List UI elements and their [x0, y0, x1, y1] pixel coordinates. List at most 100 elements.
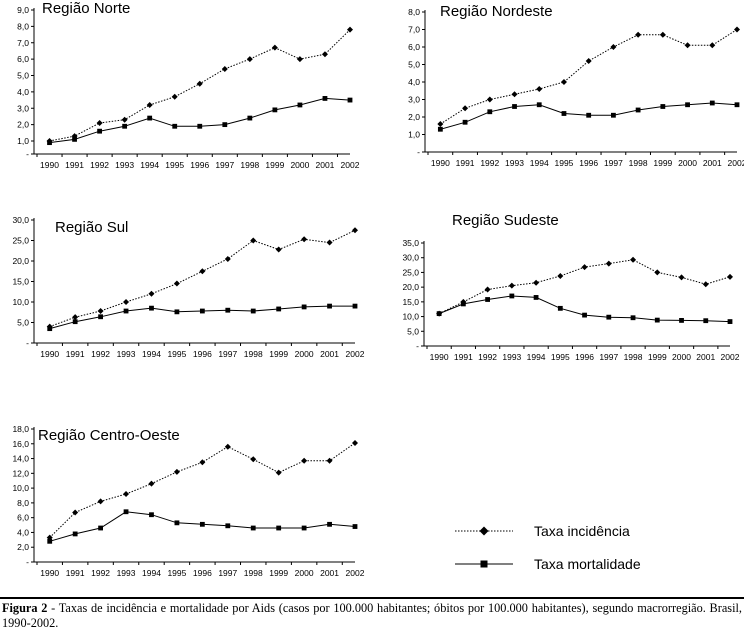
incidence-point	[250, 237, 257, 244]
mortality-point	[123, 509, 129, 515]
mortality-point	[172, 123, 178, 129]
x-tick-label: 1993	[117, 568, 136, 578]
incidence-point	[536, 86, 543, 92]
x-tick-label: 1992	[91, 349, 110, 359]
x-tick-label: 1994	[527, 352, 546, 362]
mortality-point	[509, 293, 515, 299]
mortality-point	[660, 104, 666, 109]
mortality-point	[630, 315, 636, 321]
x-tick-label: 1992	[90, 160, 109, 170]
mortality-point	[685, 102, 690, 108]
mortality-point	[174, 309, 180, 315]
chart-panel-4: Região Sudeste - 5,0 10,0 15,0 20,0 25,0 30,0 35…	[402, 212, 739, 362]
y-tick-label: 9,0	[17, 5, 29, 15]
mortality-line	[49, 97, 351, 144]
incidence-point	[557, 272, 564, 279]
chart-panel-3: Região Sul - 5,0 10,0 15,0 20,0 25,0 30,0 1990 19…	[12, 215, 364, 359]
incidence-point	[199, 268, 206, 275]
x-tick-label: 1993	[117, 349, 136, 359]
y-tick-label: 18,0	[12, 424, 29, 434]
mortality-point	[47, 538, 53, 544]
incidence-point	[224, 443, 231, 450]
x-tick-label: 1999	[648, 352, 667, 362]
incidence-point	[72, 314, 79, 321]
x-tick-label: 1994	[142, 568, 161, 578]
incidence-line	[440, 29, 738, 125]
x-tick-label: 1997	[604, 158, 623, 168]
incidence-point	[462, 105, 469, 112]
x-tick-label: 1995	[167, 349, 186, 359]
x-tick-label: 1996	[193, 568, 212, 578]
y-tick-label: 10,0	[12, 483, 29, 493]
y-tick-label: 15,0	[402, 297, 419, 307]
y-tick-label: 8,0	[408, 7, 420, 17]
mortality-point	[225, 523, 231, 529]
mortality-point	[199, 308, 205, 314]
x-tick-label: 2001	[703, 158, 722, 168]
mortality-point	[276, 306, 282, 312]
mortality-point	[122, 123, 128, 129]
x-tick-label: 1995	[167, 568, 186, 578]
y-tick-label: 12,0	[12, 468, 29, 478]
y-tick-label: 4,0	[408, 77, 420, 87]
chart-title: Região Centro-Oeste	[38, 427, 180, 444]
mortality-point	[250, 308, 256, 314]
incidence-point	[352, 227, 358, 234]
incidence-point	[437, 121, 444, 127]
y-tick-label: 4,0	[17, 527, 29, 537]
mortality-point	[462, 119, 468, 125]
x-tick-label: 1993	[505, 158, 524, 168]
x-tick-label: 1994	[140, 160, 159, 170]
x-tick-label: 1996	[579, 158, 598, 168]
y-tick-label: 6,0	[408, 42, 420, 52]
mortality-point	[436, 311, 442, 317]
incidence-point	[533, 279, 540, 286]
mortality-point	[147, 115, 153, 121]
y-tick-label: 20,0	[12, 256, 29, 266]
legend: Taxa incidência Taxa mortalidade	[455, 523, 641, 572]
incidence-point	[196, 80, 203, 87]
mortality-point	[635, 107, 641, 113]
legend-mortality-label: Taxa mortalidade	[534, 556, 641, 572]
mortality-point	[47, 140, 52, 146]
x-tick-label: 1996	[575, 352, 594, 362]
y-tick-label: -	[416, 341, 419, 351]
x-tick-label: 1992	[91, 568, 110, 578]
incidence-point	[123, 299, 130, 305]
incidence-point	[96, 119, 103, 126]
incidence-point	[275, 246, 282, 253]
y-tick-label: 5,0	[408, 60, 420, 70]
mortality-point	[352, 303, 358, 309]
incidence-point	[486, 96, 493, 103]
mortality-point	[222, 122, 228, 128]
y-tick-label: -	[26, 338, 29, 348]
y-tick-label: 2,0	[17, 120, 29, 130]
incidence-point	[321, 51, 328, 58]
x-tick-label: 1991	[456, 158, 475, 168]
mortality-point	[561, 111, 567, 116]
x-tick-label: 2001	[320, 349, 339, 359]
x-tick-label: 1997	[218, 568, 237, 578]
incidence-point	[635, 31, 642, 38]
x-tick-label: 1998	[240, 160, 259, 170]
y-tick-label: 15,0	[12, 277, 29, 287]
chart-title: Região Sul	[55, 219, 128, 236]
incidence-point	[585, 58, 592, 64]
x-tick-label: 1998	[244, 568, 263, 578]
mortality-point	[437, 126, 443, 132]
x-tick-label: 1991	[66, 349, 85, 359]
incidence-point	[97, 498, 104, 505]
incidence-point	[709, 42, 716, 49]
mortality-point	[301, 525, 307, 531]
y-tick-label: 25,0	[12, 236, 29, 246]
incidence-point	[146, 101, 153, 108]
mortality-point	[734, 102, 740, 108]
mortality-point	[276, 525, 282, 531]
x-tick-label: 1999	[269, 568, 288, 578]
y-tick-label: -	[26, 149, 29, 159]
y-tick-label: 5,0	[17, 71, 29, 81]
incidence-point	[560, 79, 567, 85]
figure-canvas: Região Norte 1,0 2,0 3,0 4,0 5,0 6,0 7,0 8,0 9,0 -…	[12, 0, 744, 578]
y-tick-label: 14,0	[12, 454, 29, 464]
x-tick-label: 1995	[551, 352, 570, 362]
